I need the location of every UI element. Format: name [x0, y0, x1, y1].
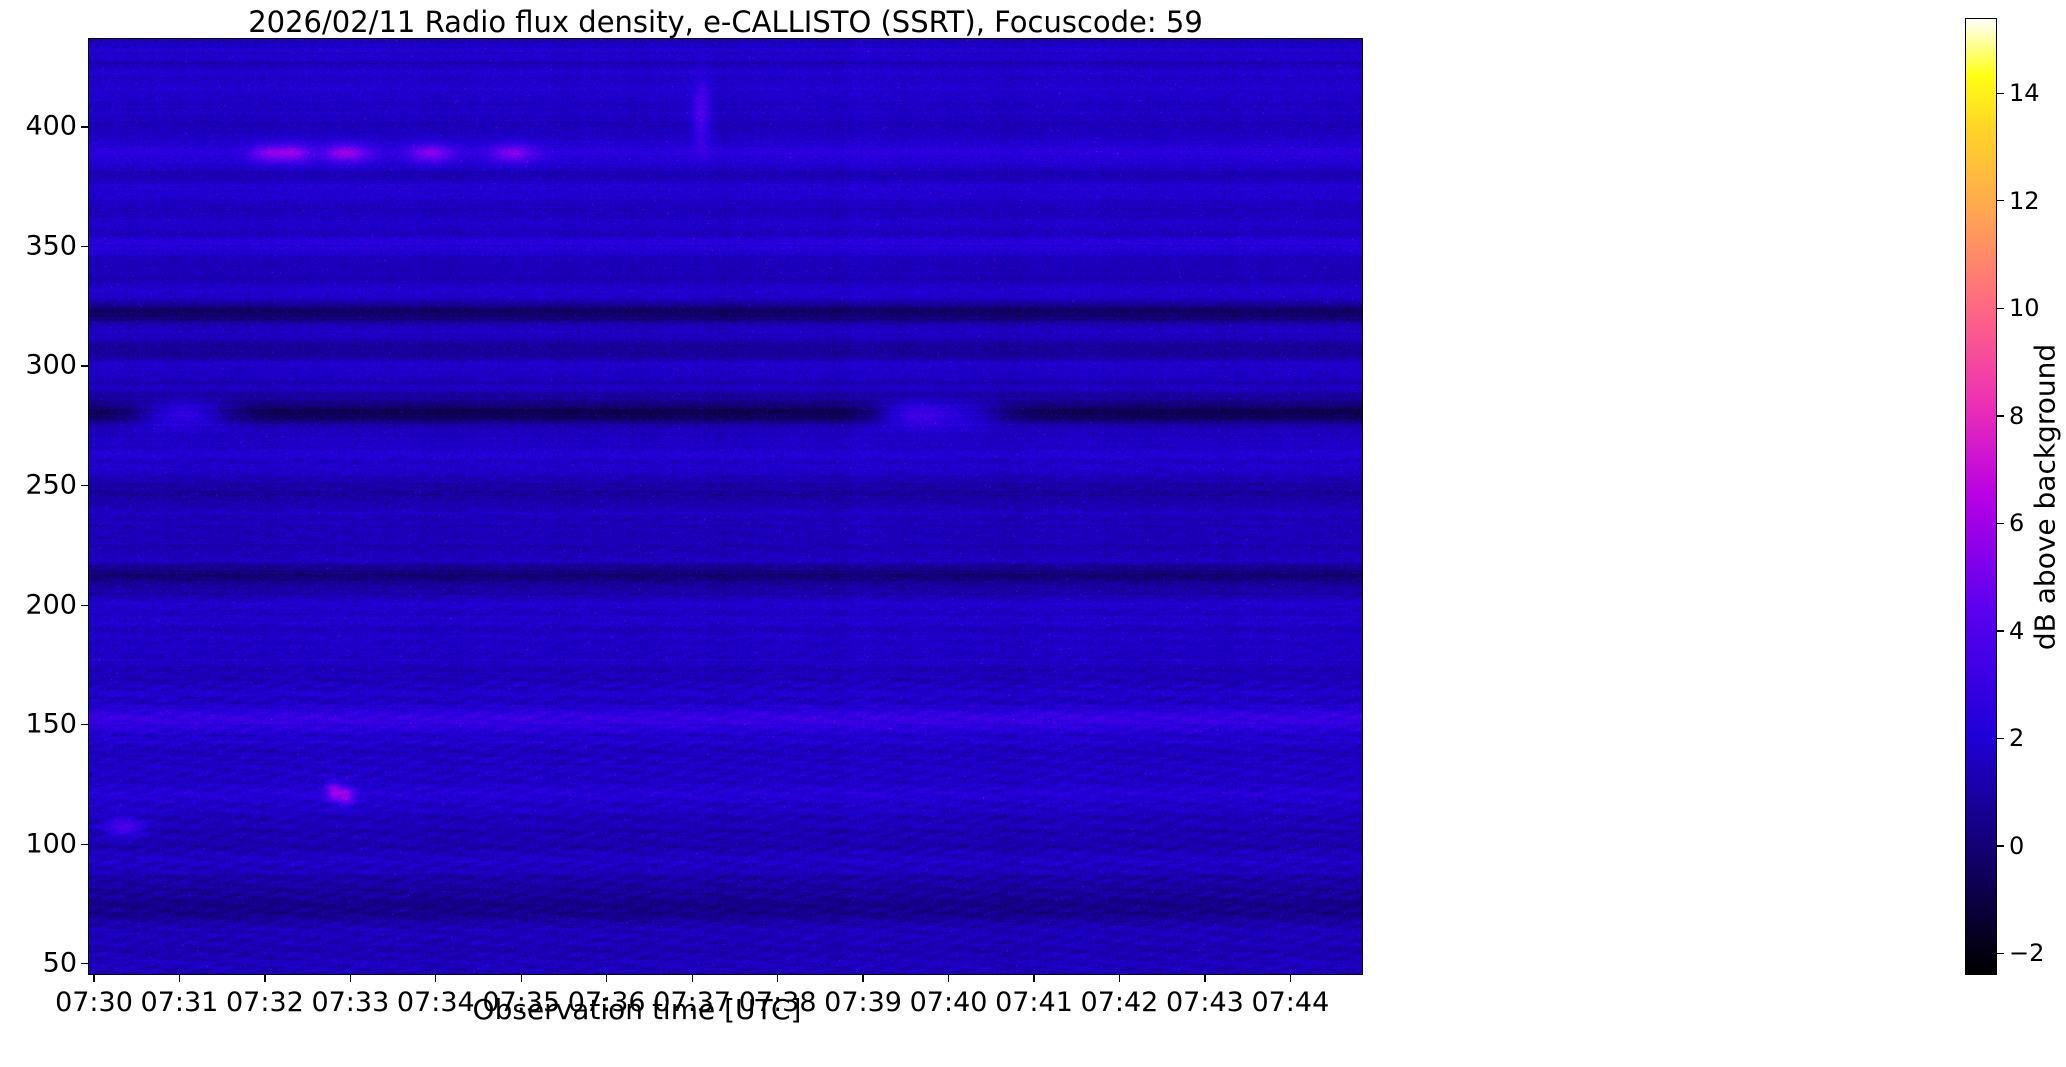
- colorbar-tick-label: 6: [2009, 509, 2025, 538]
- x-tick-label: 07:43: [1166, 987, 1244, 1018]
- y-tick-mark: [81, 963, 88, 965]
- colorbar-tick-mark: [1997, 845, 2004, 847]
- colorbar-tick-mark: [1997, 522, 2004, 525]
- y-tick-mark: [81, 484, 88, 487]
- x-tick-mark: [1289, 975, 1292, 982]
- colorbar-tick-label: 4: [2009, 616, 2025, 645]
- colorbar-tick-mark: [1997, 630, 2004, 632]
- y-tick-label: 150: [25, 708, 77, 740]
- y-tick-label: 100: [25, 828, 77, 860]
- x-tick-label: 07:36: [567, 987, 646, 1018]
- y-tick-label: 300: [25, 349, 77, 381]
- colorbar-tick-label: 0: [2009, 831, 2025, 860]
- x-tick-label: 07:40: [909, 987, 988, 1018]
- x-tick-mark: [606, 975, 608, 982]
- x-tick-label: 07:32: [225, 987, 304, 1018]
- x-tick-label: 07:41: [995, 987, 1073, 1018]
- x-tick-mark: [947, 975, 950, 982]
- y-tick-mark: [81, 365, 88, 367]
- y-tick-label: 350: [25, 230, 77, 262]
- colorbar-tick-mark: [1997, 737, 2004, 740]
- colorbar-tick-mark: [1997, 200, 2004, 202]
- x-tick-label: 07:30: [55, 987, 133, 1018]
- x-tick-mark: [93, 975, 95, 982]
- x-tick-mark: [178, 975, 181, 982]
- x-axis-label: Observation time [UTC]: [472, 993, 802, 1026]
- colorbar-tick-mark: [1997, 415, 2004, 417]
- x-tick-label: 07:31: [140, 987, 219, 1018]
- colorbar-tick-label: 2: [2009, 724, 2025, 753]
- colorbar-label: dB above background: [2028, 343, 2062, 651]
- colorbar-tick-label: 8: [2009, 401, 2025, 430]
- y-tick-mark: [81, 724, 88, 726]
- x-tick-label: 07:34: [396, 987, 475, 1018]
- page-title: 2026/02/11 Radio flux density, e-CALLIST…: [248, 5, 1203, 39]
- y-tick-label: 400: [25, 110, 77, 142]
- y-tick-label: 50: [42, 947, 77, 979]
- colorbar-tick-label: 14: [2009, 79, 2040, 108]
- x-tick-mark: [1118, 975, 1121, 982]
- x-tick-mark: [1033, 975, 1035, 982]
- colorbar-tick-label: 10: [2009, 294, 2040, 323]
- x-tick-label: 07:44: [1251, 987, 1330, 1018]
- colorbar: 14 12 10 8 6 4 2 0 −2: [1965, 18, 2044, 975]
- spectrogram-image: [88, 38, 1363, 975]
- spectrogram-axes: 400 350 300 250 200 150 100 50 07:30 07:31 07:32 0…: [25, 38, 1363, 1018]
- x-tick-label: 07:39: [824, 987, 902, 1018]
- colorbar-tick-mark: [1997, 92, 2004, 94]
- colorbar-tick-label: 12: [2009, 186, 2040, 215]
- x-tick-mark: [520, 975, 522, 982]
- colorbar-tick-mark: [1997, 307, 2004, 309]
- x-tick-label: 07:42: [1080, 987, 1159, 1018]
- y-tick-mark: [81, 843, 88, 845]
- x-tick-label: 07:33: [311, 987, 390, 1018]
- x-tick-mark: [264, 975, 266, 982]
- y-tick-mark: [81, 604, 88, 606]
- y-tick-mark: [81, 245, 88, 248]
- x-tick-mark: [349, 975, 351, 982]
- x-tick-label: 07:38: [738, 987, 817, 1018]
- x-tick-label: 07:37: [653, 987, 732, 1018]
- x-tick-mark: [1204, 975, 1206, 982]
- x-tick-mark: [776, 975, 779, 982]
- x-tick-mark: [862, 975, 864, 982]
- colorbar-gradient: [1965, 18, 1997, 975]
- colorbar-tick-label: −2: [2009, 939, 2045, 968]
- y-tick-label: 250: [25, 469, 77, 501]
- y-tick-mark: [81, 126, 88, 128]
- y-tick-label: 200: [25, 589, 77, 620]
- x-tick-mark: [435, 975, 437, 982]
- x-tick-label: 07:35: [482, 987, 561, 1018]
- colorbar-tick-mark: [1997, 952, 2004, 955]
- x-tick-mark: [691, 975, 693, 982]
